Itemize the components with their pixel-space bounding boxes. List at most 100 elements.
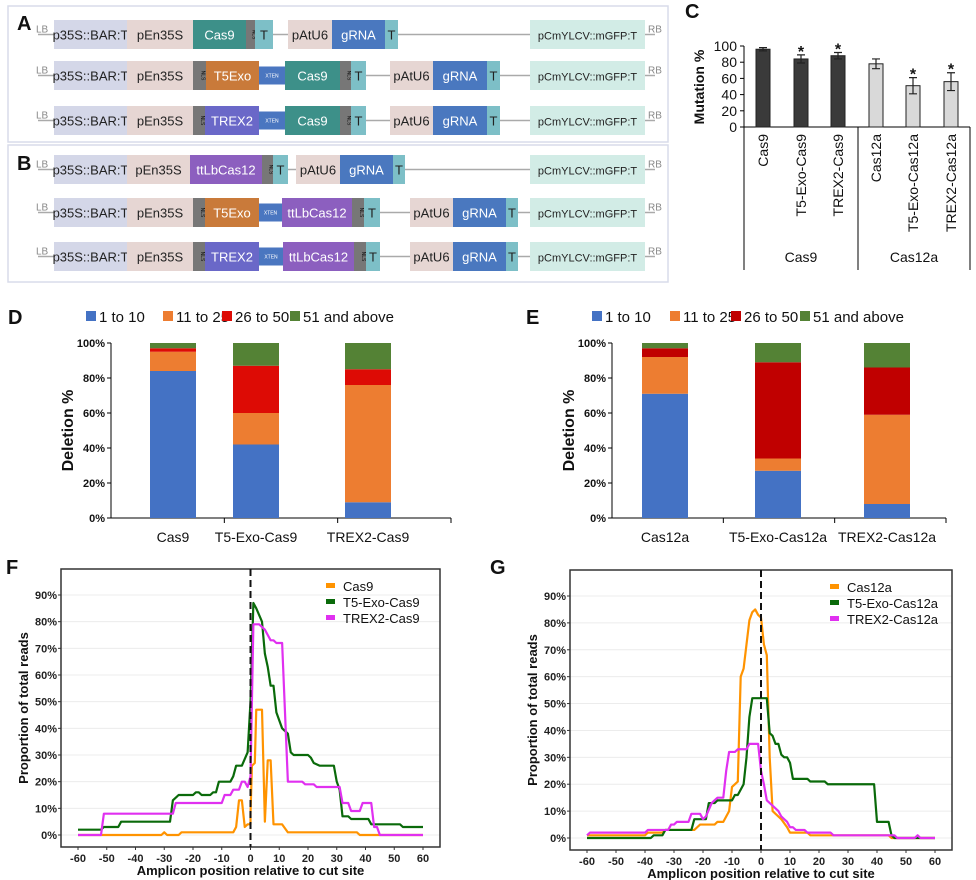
element-xten <box>259 66 285 85</box>
x-category-label: TREX2-Cas9 <box>327 529 410 545</box>
legend-label: 11 to 25 <box>683 309 736 326</box>
legend-swatch <box>326 583 335 588</box>
y-tick-label: 60% <box>35 670 57 682</box>
nls-label: NLS <box>199 208 205 218</box>
y-tick-label: 40% <box>584 443 606 455</box>
element-label: pAtU6 <box>413 206 449 221</box>
x-tick-label: -20 <box>695 856 711 868</box>
panel-label-c: C <box>685 1 699 23</box>
y-tick-label: 20% <box>35 777 57 789</box>
element-label: pAtU6 <box>300 163 336 178</box>
legend-label: TREX2-Cas9 <box>343 611 420 626</box>
element-term <box>506 198 518 227</box>
bar <box>830 55 846 128</box>
amplicon-line-chart: 0% 10% 20% 30% 40% 50% 60% 70% 80% 90% -60 -50 -40 -3… <box>16 568 441 878</box>
significance-star: * <box>798 44 805 61</box>
x-tick-label: 0 <box>758 856 764 868</box>
x-tick-label: -20 <box>185 853 201 865</box>
y-tick-label: 20% <box>83 478 105 490</box>
x-axis-label: Amplicon position relative to cut site <box>137 863 365 878</box>
construct-row: LB RB p35S::BAR:T pEn35S NLS T5Exo XTEN Cas9 NLS… <box>36 61 662 90</box>
element-label: gRNA <box>443 69 478 84</box>
element-t5exo <box>206 61 259 90</box>
nls-label: NLS <box>199 252 205 262</box>
left-border-label: LB <box>36 111 49 122</box>
element-cas9 <box>285 61 340 90</box>
element-grna <box>433 61 487 90</box>
bar-segment <box>642 357 688 394</box>
y-tick-label: 80% <box>83 373 105 385</box>
x-tick-label: 60 <box>929 856 941 868</box>
element-label: pEn35S <box>137 69 184 84</box>
element-label: pCmYLCV::mGFP:T <box>538 31 637 43</box>
element-nls <box>354 242 366 271</box>
legend-label: 1 to 10 <box>99 309 145 326</box>
y-tick-label: 40% <box>83 443 105 455</box>
element-label: T <box>388 28 396 43</box>
right-border-label: RB <box>648 160 662 171</box>
element-label: TREX2 <box>211 114 253 129</box>
element-promoter <box>127 155 190 184</box>
element-promoter <box>127 242 193 271</box>
element-term <box>487 61 500 90</box>
bar-segment <box>345 502 391 518</box>
legend-label: Cas9 <box>343 579 373 594</box>
element-label: pAtU6 <box>393 114 429 129</box>
bar-segment <box>233 343 279 366</box>
legend-label: T5-Exo-Cas9 <box>343 595 420 610</box>
x-tick-label: 20 <box>813 856 825 868</box>
element-label: pCmYLCV::mGFP:T <box>538 209 637 221</box>
y-tick-label: 100% <box>77 338 105 350</box>
panel-label-g: G <box>490 557 506 579</box>
y-tick-label: 90% <box>544 591 566 603</box>
error-bar <box>872 58 880 70</box>
panel-label-d: D <box>8 307 22 329</box>
series-line <box>587 608 935 840</box>
element-gfp <box>530 155 645 184</box>
x-category-label: Cas9 <box>755 134 771 167</box>
element-label: pCmYLCV::mGFP:T <box>538 166 637 178</box>
x-tick-label: -40 <box>637 856 653 868</box>
y-tick-label: 60% <box>584 408 606 420</box>
bar-segment <box>864 414 910 504</box>
y-tick-label: 30% <box>35 750 57 762</box>
right-border-label: RB <box>648 247 662 258</box>
x-category-label: T5-Exo-Cas9 <box>215 529 298 545</box>
element-term <box>255 20 273 49</box>
element-label: pCmYLCV::mGFP:T <box>538 253 637 265</box>
bar-segment <box>864 343 910 368</box>
element-promoter <box>410 198 453 227</box>
element-trex2 <box>205 106 259 135</box>
element-label: pAtU6 <box>292 28 328 43</box>
bar-segment <box>755 470 801 518</box>
x-tick-label: 50 <box>388 853 400 865</box>
x-tick-label: -10 <box>214 853 230 865</box>
element-label: T <box>355 69 363 84</box>
bar-segment <box>345 385 391 503</box>
bar <box>868 63 884 128</box>
legend-swatch <box>830 616 839 621</box>
y-tick-label: 40% <box>544 725 566 737</box>
x-category-label: T5-Exo-Cas12a <box>729 529 827 545</box>
element-label: p35S::BAR:T <box>53 206 129 221</box>
y-tick-label: 60 <box>721 70 737 86</box>
panel-b-frame <box>7 144 669 283</box>
element-gfp <box>530 198 645 227</box>
y-tick-label: 70% <box>544 645 566 657</box>
bar-segment <box>233 365 279 413</box>
panel-label-f: F <box>6 557 18 579</box>
construct-row: LB RB p35S::BAR:T pEn35S NLS TREX2 XTEN Cas9 NLS… <box>36 106 662 135</box>
bar-segment <box>345 369 391 385</box>
y-tick-label: 0% <box>89 513 105 525</box>
nls-label: NLS <box>358 208 364 218</box>
y-tick-label: 50% <box>35 697 57 709</box>
element-grna <box>332 20 385 49</box>
xten-label: XTEN <box>265 119 279 125</box>
panel-a-frame <box>7 5 669 143</box>
x-tick-label: 60 <box>417 853 429 865</box>
right-border-label: RB <box>648 66 662 77</box>
element-nls <box>193 106 205 135</box>
x-category-label: TREX2-Cas9 <box>830 134 846 217</box>
element-term <box>385 20 398 49</box>
